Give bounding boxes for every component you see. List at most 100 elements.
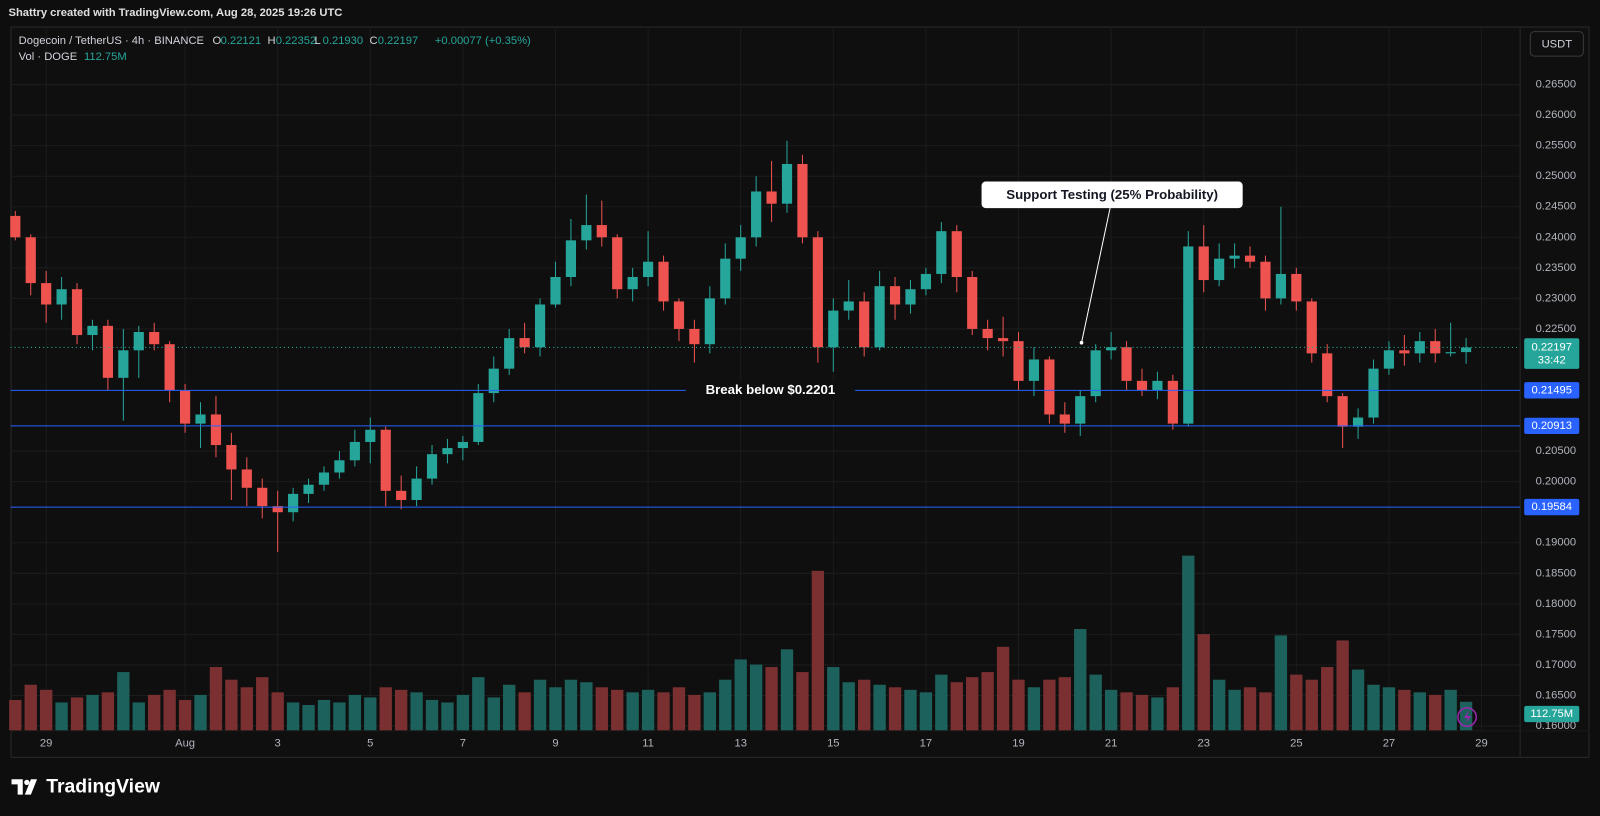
candle-body	[1229, 255, 1240, 259]
volume-bar	[148, 694, 161, 731]
volume-bar	[1212, 679, 1226, 731]
candle-body	[411, 478, 422, 500]
brand-logo	[11, 779, 38, 795]
y-tick-label: 0.16000	[1536, 720, 1577, 732]
volume-bar	[1012, 679, 1025, 731]
volume-bar	[1151, 697, 1164, 731]
candle-body	[1368, 368, 1379, 418]
candle-body	[982, 328, 993, 339]
volume-bar	[379, 687, 392, 731]
plot: 0.16000 0.16500 0.17000 0.17500 0.18000 0.185…	[9, 26, 1590, 757]
volume-bar	[209, 667, 223, 731]
candle-body	[1414, 341, 1425, 354]
candle-body	[720, 258, 731, 299]
volume-bar	[1120, 692, 1133, 731]
volume-bar	[271, 692, 284, 731]
volume-bar	[132, 702, 145, 731]
volume-bar	[117, 672, 130, 731]
volume-bar	[1197, 634, 1210, 731]
candle-body	[25, 237, 36, 284]
volume-bar	[580, 682, 593, 731]
volume-bar	[672, 687, 686, 731]
candle-body	[426, 454, 438, 479]
volume-bar	[1274, 635, 1288, 731]
candle-body	[1461, 347, 1472, 353]
volume-bar	[240, 687, 253, 731]
volume-bar	[333, 702, 346, 731]
candle-body	[1136, 380, 1148, 391]
annotation: Break below $0.2201	[706, 382, 836, 397]
candle-body	[1121, 347, 1132, 381]
candle-body	[519, 338, 530, 348]
volume-bar	[178, 699, 192, 731]
volume-bar	[348, 694, 362, 731]
volume-bar	[39, 689, 53, 731]
candle-body	[210, 414, 222, 446]
candle-body	[920, 273, 932, 290]
y-tick-label: 0.22500	[1536, 323, 1577, 335]
candle-body	[1260, 261, 1271, 299]
candle-body	[272, 506, 283, 513]
volume-bar	[425, 699, 439, 731]
x-tick-label: 25	[1290, 738, 1302, 750]
candle-body	[1337, 396, 1348, 427]
annotation-bg	[685, 381, 856, 400]
candle-body	[565, 240, 577, 278]
candle-body	[889, 286, 901, 305]
volume-value: 112.75M	[84, 51, 127, 63]
legend-key: O	[212, 35, 221, 47]
logo-dot	[24, 779, 30, 785]
volume-bar	[780, 649, 794, 731]
volume-title: Vol · DOGE	[19, 51, 78, 63]
x-tick-label: 29	[1475, 738, 1487, 750]
volume-bar	[1382, 687, 1396, 731]
volume-bar	[394, 689, 408, 731]
volume-bar	[549, 687, 562, 731]
currency-button[interactable]	[1529, 31, 1584, 57]
volume-bar	[441, 702, 454, 731]
candle-body	[1044, 359, 1055, 415]
volume-bar	[904, 689, 917, 731]
x-tick-label: 23	[1197, 738, 1209, 750]
volume-bar	[1104, 689, 1118, 731]
alert-icon[interactable]	[1457, 707, 1478, 728]
volume-bar	[163, 689, 176, 731]
volume-bar	[950, 682, 963, 731]
volume-bar	[286, 702, 300, 731]
candle-body	[118, 350, 129, 378]
volume-bar	[996, 646, 1010, 731]
candle-body	[10, 215, 21, 238]
y-tick-label: 0.19000	[1536, 537, 1577, 549]
callout-point	[1079, 340, 1084, 345]
alert-bolt	[1464, 709, 1472, 725]
volume-bar	[858, 679, 871, 731]
candle-body	[1167, 380, 1178, 424]
x-tick-label: 19	[1012, 738, 1024, 750]
brand: TradingView	[46, 776, 161, 798]
candle-body	[102, 325, 114, 378]
currency[interactable]: USDT	[1542, 38, 1573, 50]
volume-bar	[1398, 689, 1411, 731]
callout-text: Support Testing (25% Probability)	[1006, 187, 1218, 202]
volume-bar	[842, 682, 855, 731]
candle-body	[303, 484, 314, 494]
candle-body	[550, 277, 561, 305]
volume-bar	[55, 702, 68, 731]
x-tick-label: 17	[920, 738, 932, 750]
candle-body	[442, 448, 453, 455]
candle-body	[241, 469, 252, 488]
candle-body	[1106, 347, 1117, 351]
x-tick-label: 7	[460, 738, 466, 750]
candle-body	[318, 472, 330, 485]
x-tick-label: 21	[1105, 738, 1117, 750]
candle-body	[751, 191, 762, 238]
candle-body	[967, 277, 978, 329]
x-tick-label: 11	[642, 738, 654, 750]
y-tick-label: 0.20000	[1536, 476, 1577, 488]
candle-body	[71, 289, 83, 336]
candle-body	[643, 261, 654, 278]
candle-body	[288, 493, 299, 513]
candle-body	[41, 283, 52, 305]
candle-body	[735, 237, 746, 259]
